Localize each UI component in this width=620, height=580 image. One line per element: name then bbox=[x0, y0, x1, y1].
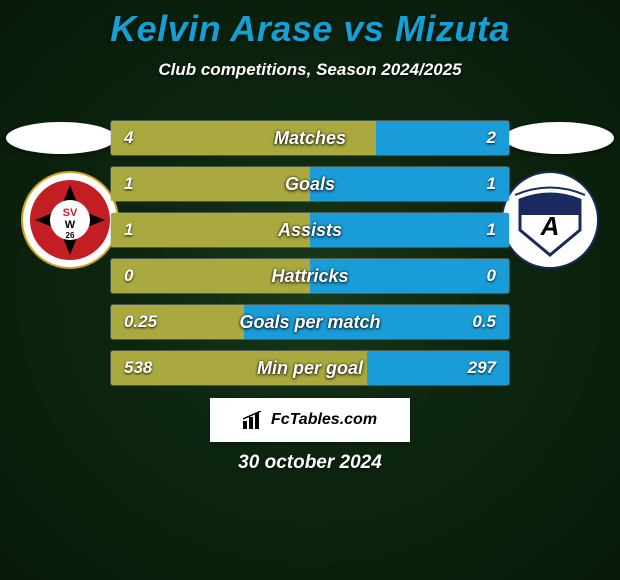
stat-value-right: 2 bbox=[487, 120, 496, 156]
page-subtitle: Club competitions, Season 2024/2025 bbox=[0, 60, 620, 80]
stat-value-left: 0.25 bbox=[124, 304, 157, 340]
svg-text:A: A bbox=[540, 211, 560, 241]
stat-bar-right bbox=[310, 167, 509, 201]
stat-bar-left bbox=[111, 259, 310, 293]
stat-value-left: 538 bbox=[124, 350, 152, 386]
stat-value-left: 1 bbox=[124, 212, 133, 248]
comparison-infographic: Kelvin Arase vs Mizuta Club competitions… bbox=[0, 0, 620, 580]
page-title: Kelvin Arase vs Mizuta bbox=[0, 0, 620, 50]
stat-row: Goals11 bbox=[110, 166, 510, 202]
stat-row: Assists11 bbox=[110, 212, 510, 248]
stat-value-left: 4 bbox=[124, 120, 133, 156]
club-crest-right: A bbox=[500, 170, 600, 270]
stat-row: Matches42 bbox=[110, 120, 510, 156]
stat-bar-container bbox=[110, 350, 510, 386]
branding-badge: FcTables.com bbox=[210, 398, 410, 442]
stat-bar-right bbox=[310, 259, 509, 293]
stat-bar-container bbox=[110, 258, 510, 294]
stat-value-right: 297 bbox=[468, 350, 496, 386]
branding-text: FcTables.com bbox=[271, 411, 377, 429]
chart-bars-icon bbox=[243, 411, 265, 429]
stat-value-right: 0.5 bbox=[472, 304, 496, 340]
club-crest-left: SV W 26 bbox=[20, 170, 120, 270]
stat-bar-container bbox=[110, 304, 510, 340]
arminia-bielefeld-crest-icon: A bbox=[500, 170, 600, 270]
stat-bar-left bbox=[111, 121, 376, 155]
stat-bar-right bbox=[244, 305, 509, 339]
stat-value-right: 0 bbox=[487, 258, 496, 294]
stat-row: Hattricks00 bbox=[110, 258, 510, 294]
stat-bar-left bbox=[111, 213, 310, 247]
stat-row: Min per goal538297 bbox=[110, 350, 510, 386]
stat-value-left: 0 bbox=[124, 258, 133, 294]
svg-text:26: 26 bbox=[66, 231, 75, 240]
svg-text:SV: SV bbox=[63, 207, 78, 219]
stat-bar-right bbox=[310, 213, 509, 247]
stat-value-right: 1 bbox=[487, 166, 496, 202]
date-text: 30 october 2024 bbox=[0, 452, 620, 474]
stat-bar-left bbox=[111, 167, 310, 201]
player-left-oval bbox=[6, 122, 116, 154]
stat-rows-container: Matches42Goals11Assists11Hattricks00Goal… bbox=[110, 120, 510, 396]
wehen-wiesbaden-crest-icon: SV W 26 bbox=[20, 170, 120, 270]
player-right-oval bbox=[504, 122, 614, 154]
stat-bar-container bbox=[110, 166, 510, 202]
stat-value-left: 1 bbox=[124, 166, 133, 202]
stat-value-right: 1 bbox=[487, 212, 496, 248]
stat-bar-container bbox=[110, 212, 510, 248]
stat-row: Goals per match0.250.5 bbox=[110, 304, 510, 340]
stat-bar-container bbox=[110, 120, 510, 156]
svg-text:W: W bbox=[65, 219, 76, 231]
